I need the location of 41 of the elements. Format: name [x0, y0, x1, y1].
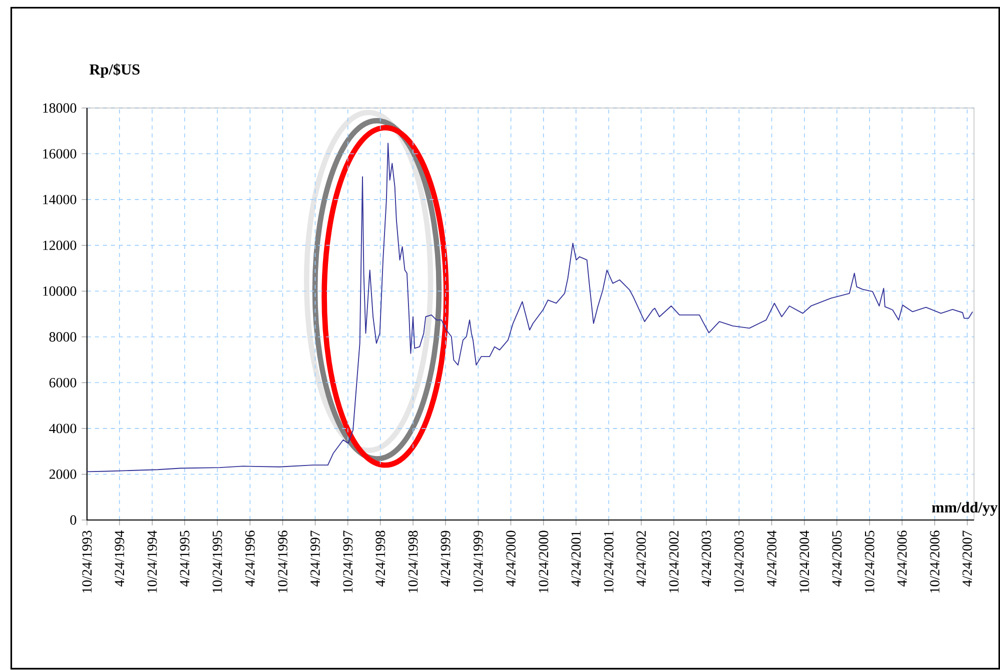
x-tick-label: 4/24/2005: [832, 530, 842, 587]
x-tick-label: 10/24/1994: [147, 530, 157, 593]
y-tick-label: 4000: [49, 424, 76, 434]
x-tick-label: 4/24/1997: [310, 530, 320, 587]
x-tick-label: 4/24/1998: [376, 530, 386, 587]
y-axis-title: Rp/$US: [90, 63, 140, 78]
y-tick-label: 10000: [43, 286, 76, 296]
x-tick-label: 10/24/2006: [930, 530, 940, 593]
x-tick-label: 10/24/2002: [669, 531, 679, 593]
x-tick-label: 10/24/1995: [212, 530, 222, 593]
y-tick-label: 12000: [43, 240, 76, 250]
x-tick-label: 10/24/2001: [604, 531, 614, 593]
x-axis-title: mm/dd/yy: [932, 502, 998, 516]
x-tick-label: 4/24/2007: [962, 530, 972, 587]
y-tick-label: 0: [70, 515, 76, 525]
x-tick-label: 4/24/2004: [767, 530, 776, 587]
x-tick-label: 4/24/1996: [245, 530, 255, 587]
x-tick-label: 10/24/1996: [278, 530, 288, 593]
x-tick-label: 4/24/2002: [636, 531, 646, 587]
x-tick-label: 4/24/1994: [114, 530, 124, 587]
x-tick-label: 10/24/1998: [408, 530, 418, 593]
x-tick-label: 10/24/2003: [734, 530, 744, 593]
x-tick-label: 4/24/1999: [440, 530, 450, 587]
line-series: [86, 142, 974, 472]
y-tick-label: 2000: [49, 470, 76, 479]
x-tick-label: 10/24/2005: [864, 530, 874, 593]
y-tick-label: 8000: [49, 332, 76, 342]
x-tick-label: 4/24/1995: [180, 530, 190, 587]
y-tick-label: 6000: [49, 378, 76, 388]
y-tick-label: 16000: [43, 149, 76, 158]
x-tick-label: 10/24/1999: [473, 530, 483, 593]
x-tick-label: 10/24/2004: [800, 530, 810, 593]
x-tick-label: 10/24/1993: [82, 530, 92, 593]
x-tick-label: 10/24/1997: [343, 530, 353, 593]
x-tick-label: 10/24/2000: [538, 530, 548, 593]
x-tick-label: 4/24/2000: [506, 530, 516, 587]
x-tick-label: 4/24/2006: [897, 530, 907, 587]
x-tick-label: 4/24/2003: [702, 530, 712, 587]
x-tick-label: 4/24/2001: [571, 531, 581, 587]
y-tick-label: 18000: [43, 103, 76, 113]
y-tick-label: 14000: [43, 194, 76, 204]
